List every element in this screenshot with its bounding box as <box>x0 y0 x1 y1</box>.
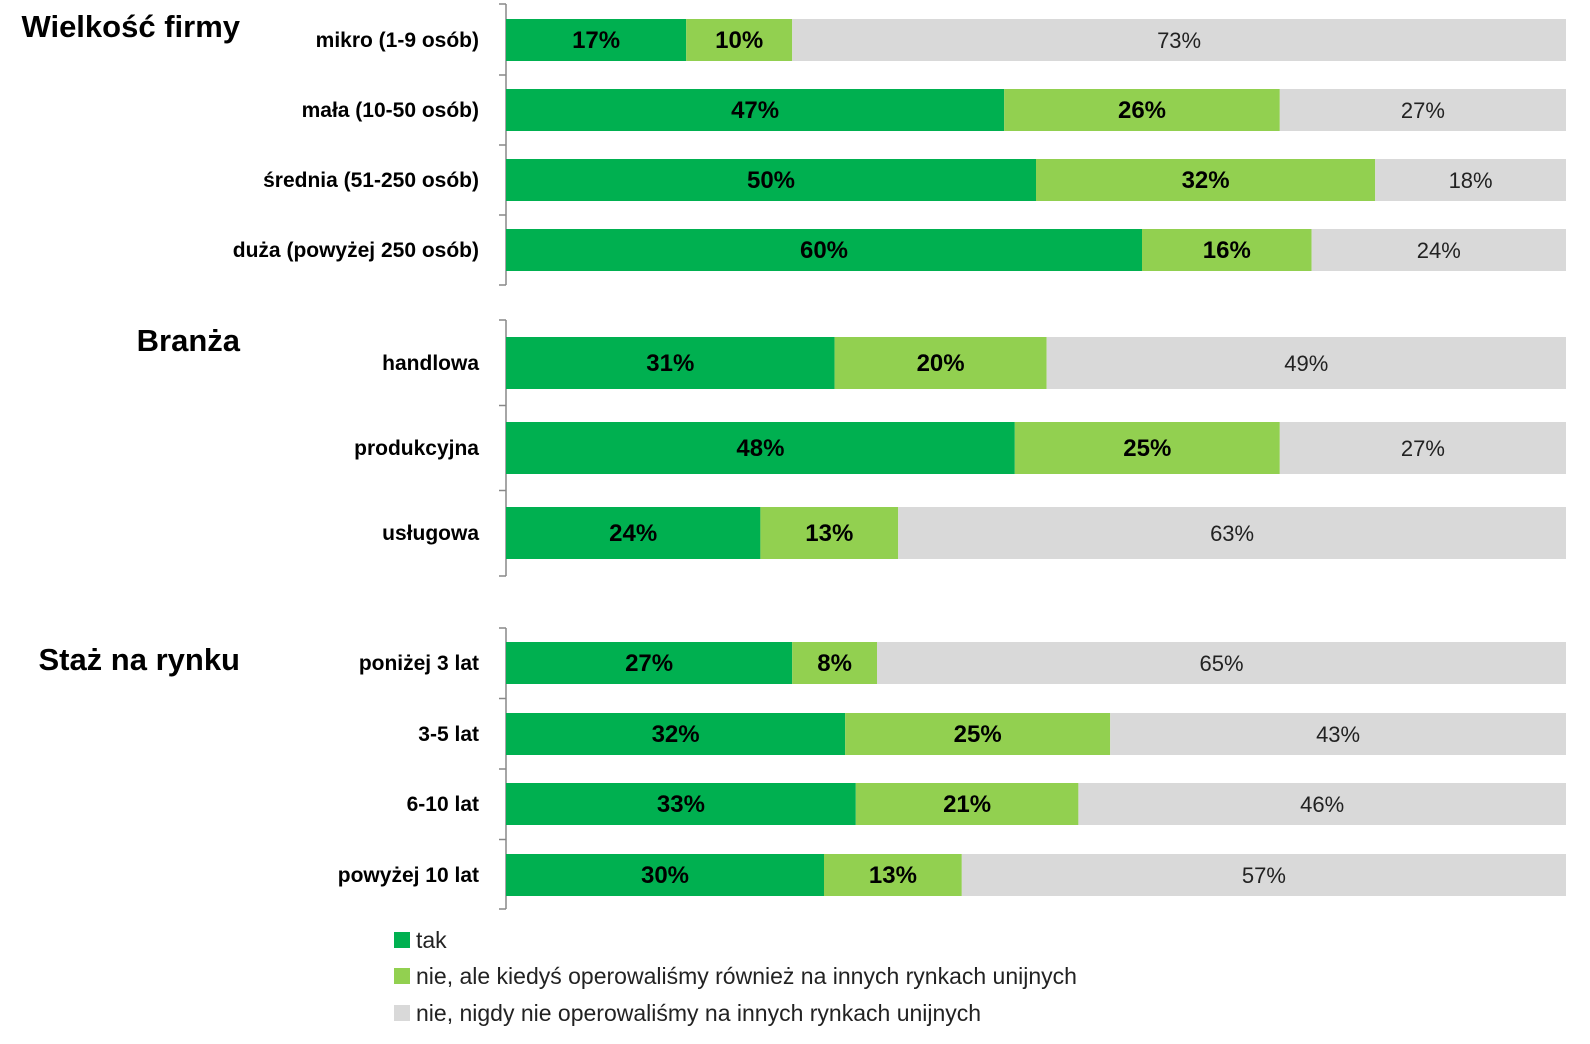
group-title: Wielkość firmy <box>21 9 240 44</box>
bar-segment-1 <box>506 89 1005 131</box>
bar-segment-3 <box>1110 713 1566 755</box>
bar-segment-2 <box>1004 89 1280 131</box>
bar-segment-1 <box>506 19 687 61</box>
data-label: 13% <box>805 520 853 547</box>
bar-segment-2 <box>760 507 899 559</box>
bar-segment-1 <box>506 642 793 684</box>
bar-segment-1 <box>506 159 1036 201</box>
bar-segment-1 <box>506 854 824 896</box>
legend-entry: tak <box>416 927 447 953</box>
legend-swatch <box>394 1005 410 1021</box>
data-label: 46% <box>1300 792 1344 817</box>
data-label: 63% <box>1210 521 1254 546</box>
data-label: 21% <box>943 791 991 818</box>
bar-segment-2 <box>1036 159 1376 201</box>
data-label: 73% <box>1157 28 1201 53</box>
data-label: 10% <box>715 27 763 54</box>
data-label: 31% <box>646 350 694 377</box>
data-label: 25% <box>1123 435 1171 462</box>
data-label: 30% <box>641 862 689 889</box>
data-label: 17% <box>572 27 620 54</box>
category-label: poniżej 3 lat <box>359 652 479 675</box>
data-label: 33% <box>657 791 705 818</box>
data-label: 48% <box>736 435 784 462</box>
bar-segment-1 <box>506 507 761 559</box>
bar-segment-1 <box>506 422 1015 474</box>
bar-segment-2 <box>792 642 877 684</box>
category-label: średnia (51-250 osób) <box>263 169 479 192</box>
bar-segment-3 <box>1279 89 1566 131</box>
data-label: 50% <box>747 167 795 194</box>
data-label: 18% <box>1449 168 1493 193</box>
category-label: 6-10 lat <box>407 793 479 816</box>
group-title: Branża <box>137 323 241 358</box>
bar-segment-3 <box>1311 229 1566 271</box>
data-label: 60% <box>800 237 848 264</box>
data-label: 43% <box>1316 722 1360 747</box>
bar-segment-2 <box>834 337 1047 389</box>
bar-segment-2 <box>686 19 793 61</box>
category-label: mikro (1-9 osób) <box>316 29 479 52</box>
data-label: 27% <box>625 650 673 677</box>
legend-swatch <box>394 932 410 948</box>
bar-segment-3 <box>961 854 1566 896</box>
bar-segment-2 <box>824 854 962 896</box>
category-label: powyżej 10 lat <box>338 864 479 887</box>
legend-entry: nie, ale kiedyś operowaliśmy również na … <box>416 963 1077 989</box>
data-label: 26% <box>1118 97 1166 124</box>
data-label: 8% <box>817 650 852 677</box>
bar-segment-3 <box>1375 159 1566 201</box>
data-label: 57% <box>1242 863 1286 888</box>
data-label: 16% <box>1203 237 1251 264</box>
bar-segment-3 <box>1078 783 1566 825</box>
data-label: 65% <box>1199 651 1243 676</box>
category-label: handlowa <box>382 352 479 375</box>
bar-segment-2 <box>1014 422 1280 474</box>
bar-segment-3 <box>792 19 1566 61</box>
category-label: 3-5 lat <box>418 723 479 746</box>
group-title: Staż na rynku <box>38 642 240 677</box>
bar-segment-2 <box>855 783 1079 825</box>
bar-segment-1 <box>506 337 835 389</box>
bar-segment-2 <box>845 713 1111 755</box>
bar-segment-3 <box>1279 422 1566 474</box>
category-label: duża (powyżej 250 osób) <box>233 239 479 262</box>
data-label: 24% <box>1417 238 1461 263</box>
legend-swatch <box>394 968 410 984</box>
legend-entry: nie, nigdy nie operowaliśmy na innych ry… <box>416 1000 981 1026</box>
bar-segment-1 <box>506 229 1142 271</box>
data-label: 32% <box>1182 167 1230 194</box>
category-label: mała (10-50 osób) <box>302 99 479 122</box>
data-label: 13% <box>869 862 917 889</box>
bar-segment-3 <box>877 642 1566 684</box>
data-label: 47% <box>731 97 779 124</box>
data-label: 27% <box>1401 98 1445 123</box>
category-label: produkcyjna <box>354 437 479 460</box>
bar-segment-1 <box>506 783 856 825</box>
data-label: 27% <box>1401 436 1445 461</box>
bar-segment-1 <box>506 713 846 755</box>
data-label: 49% <box>1284 351 1328 376</box>
data-label: 25% <box>954 721 1002 748</box>
data-label: 20% <box>917 350 965 377</box>
bar-segment-2 <box>1142 229 1312 271</box>
bar-segment-3 <box>1046 337 1566 389</box>
data-label: 32% <box>652 721 700 748</box>
bar-segment-3 <box>898 507 1566 559</box>
data-label: 24% <box>609 520 657 547</box>
category-label: usługowa <box>382 522 479 545</box>
